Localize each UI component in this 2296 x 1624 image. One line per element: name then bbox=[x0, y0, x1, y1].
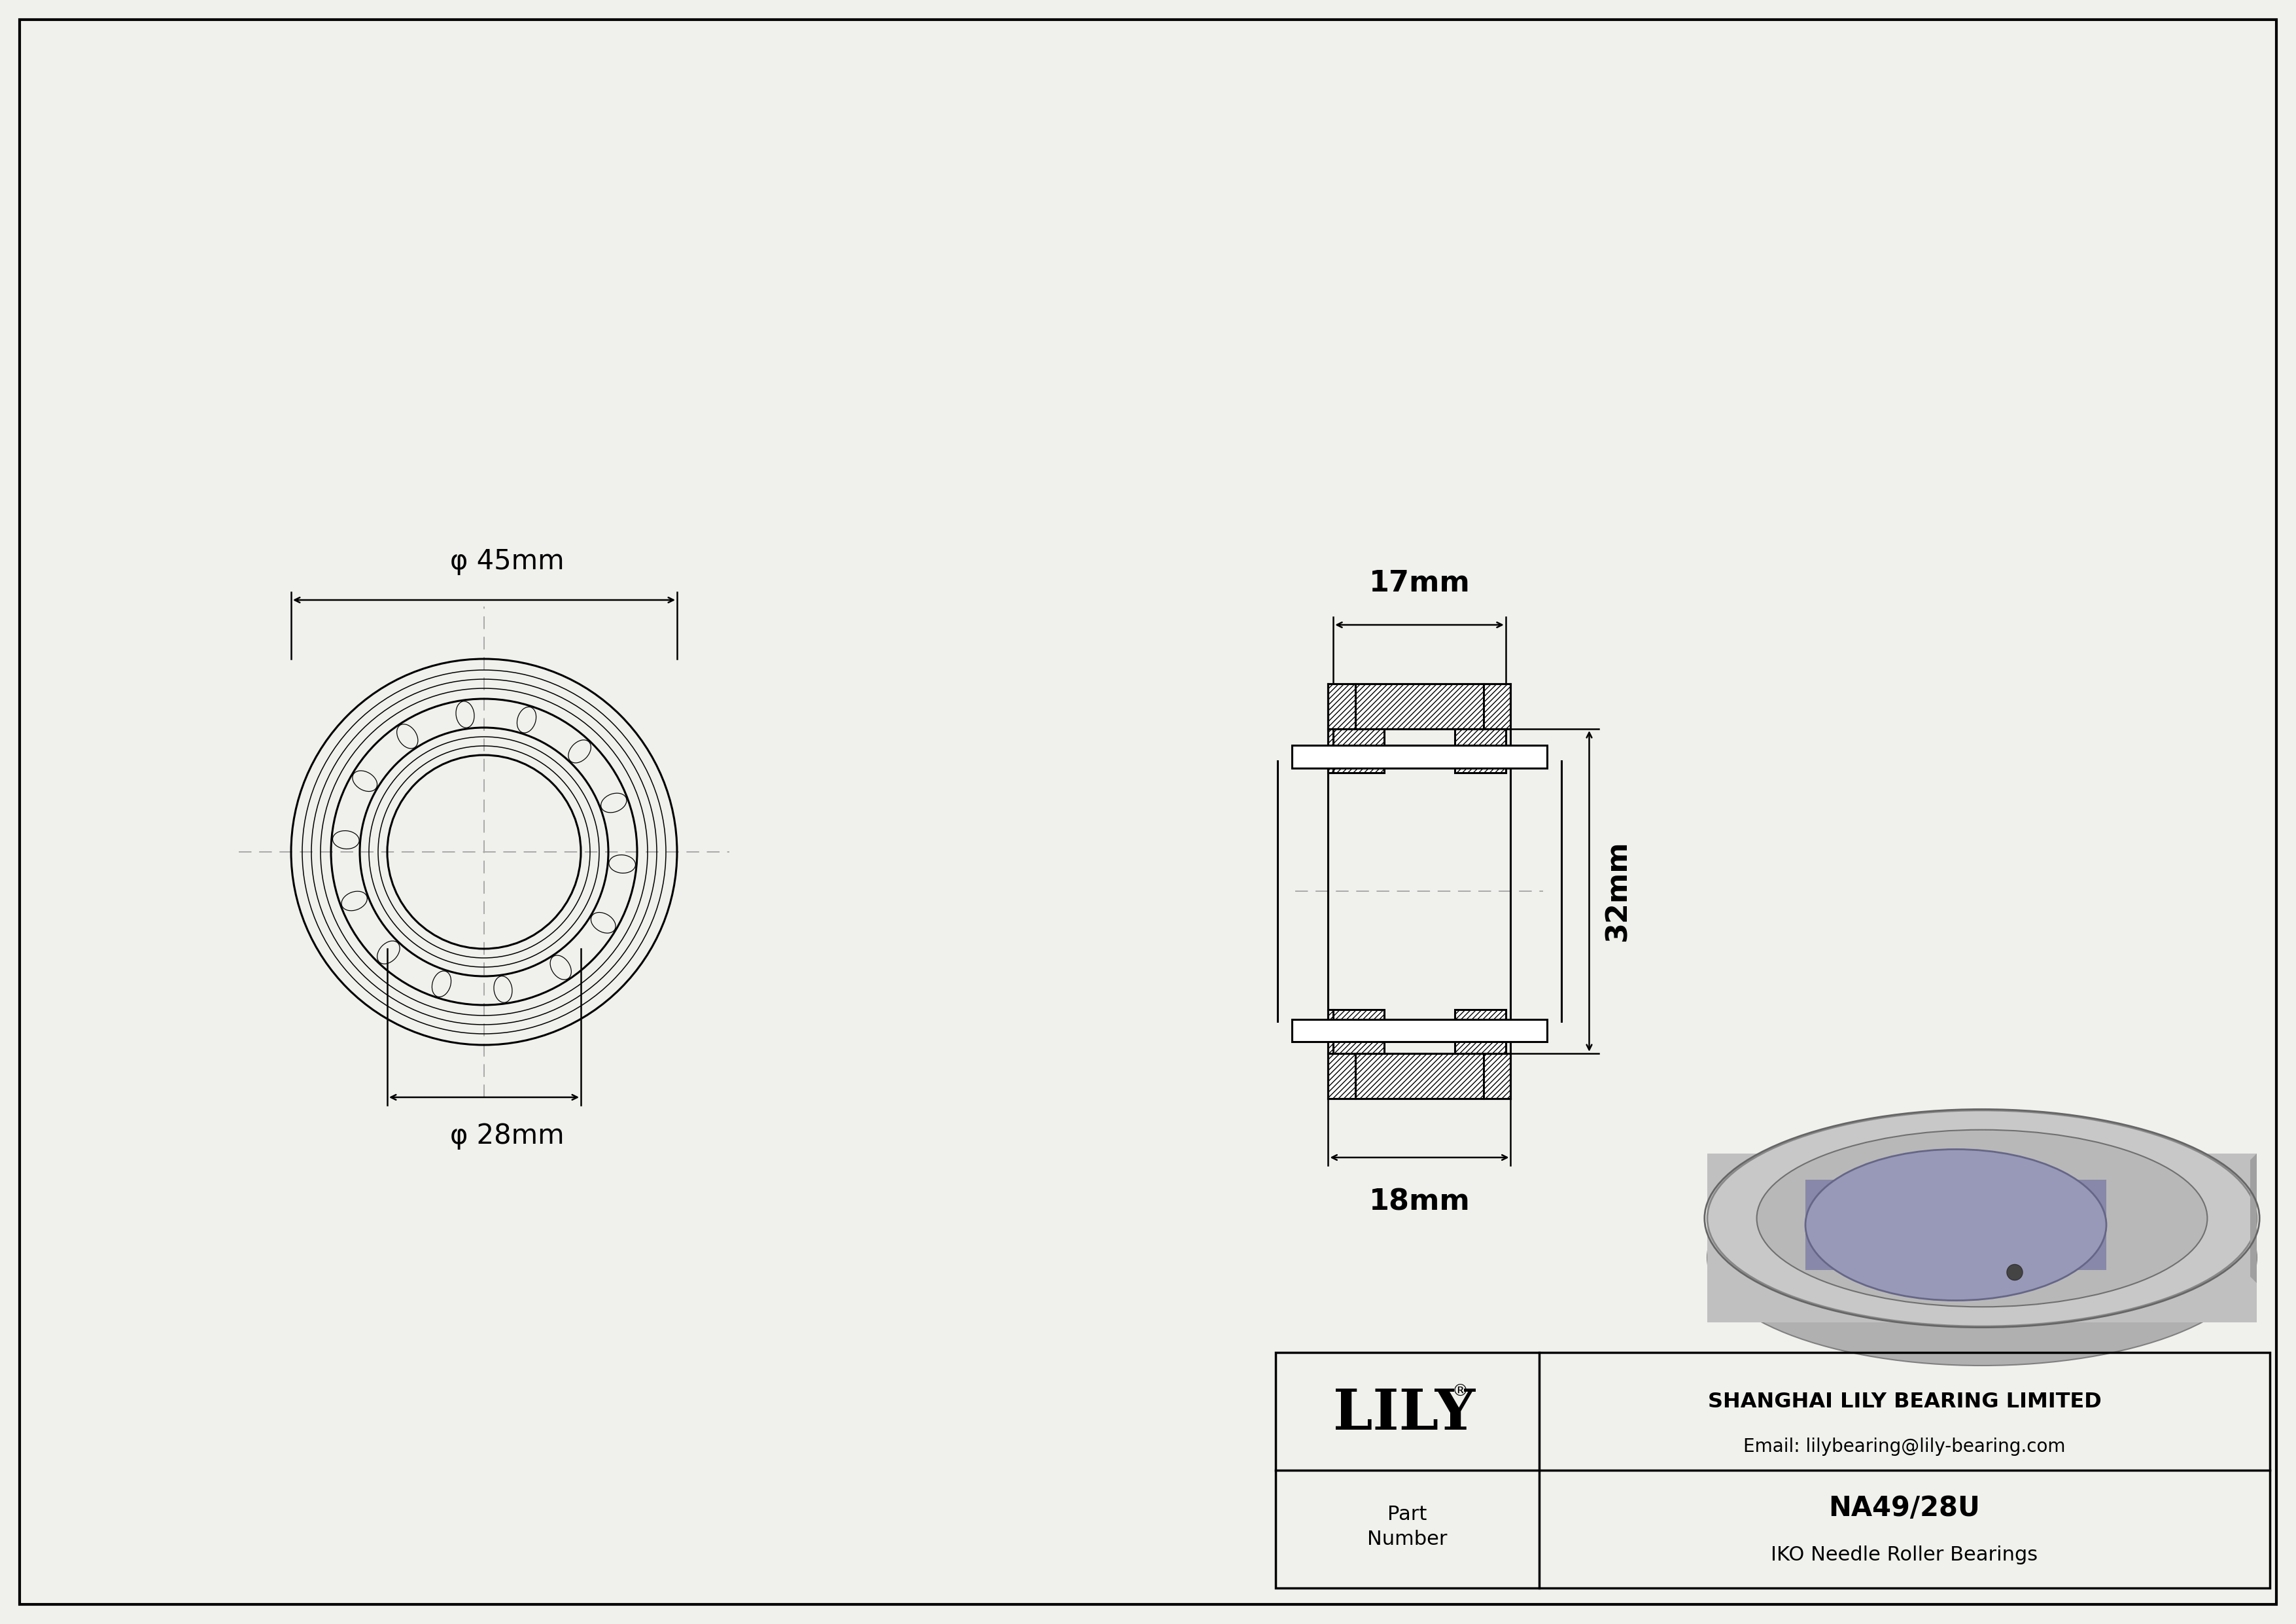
Polygon shape bbox=[2250, 1153, 2257, 1283]
Bar bbox=[1327, 729, 1384, 773]
Bar bbox=[1327, 1010, 1384, 1054]
Ellipse shape bbox=[1805, 1150, 2105, 1301]
Ellipse shape bbox=[1756, 1130, 2206, 1307]
Circle shape bbox=[2007, 1265, 2023, 1280]
Text: 17mm: 17mm bbox=[1368, 570, 1469, 598]
Bar bbox=[1293, 745, 1548, 768]
Ellipse shape bbox=[1708, 1111, 2257, 1327]
Polygon shape bbox=[1708, 1153, 2257, 1322]
Text: LILY: LILY bbox=[1334, 1387, 1474, 1440]
Text: 18mm: 18mm bbox=[1368, 1187, 1469, 1216]
Text: φ 28mm: φ 28mm bbox=[450, 1122, 565, 1150]
Text: φ 45mm: φ 45mm bbox=[450, 547, 565, 575]
Bar bbox=[1327, 684, 1511, 729]
Text: 32mm: 32mm bbox=[1603, 841, 1632, 942]
Bar bbox=[1293, 1020, 1548, 1041]
Text: ®: ® bbox=[1451, 1384, 1467, 1400]
Text: NA49/28U: NA49/28U bbox=[1828, 1494, 1979, 1522]
Bar bbox=[1456, 1010, 1506, 1054]
Polygon shape bbox=[1805, 1179, 2105, 1270]
Ellipse shape bbox=[1708, 1150, 2257, 1366]
Bar bbox=[1277, 1353, 2271, 1588]
Text: IKO Needle Roller Bearings: IKO Needle Roller Bearings bbox=[1770, 1546, 2039, 1564]
Text: Email: lilybearing@lily-bearing.com: Email: lilybearing@lily-bearing.com bbox=[1743, 1437, 2066, 1455]
Text: SHANGHAI LILY BEARING LIMITED: SHANGHAI LILY BEARING LIMITED bbox=[1708, 1392, 2101, 1413]
Bar bbox=[1456, 729, 1506, 773]
Bar bbox=[1327, 1054, 1511, 1098]
Text: Part
Number: Part Number bbox=[1366, 1505, 1446, 1549]
